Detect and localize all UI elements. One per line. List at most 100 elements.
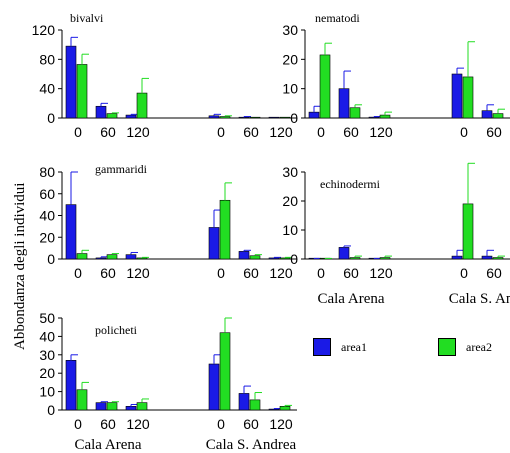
- bar-area2-0: [76, 64, 88, 119]
- bar-area1-0: [451, 255, 463, 260]
- x-tick-label: 120: [126, 124, 150, 140]
- bar-area1-0: [65, 204, 77, 260]
- x-tick-label: 120: [126, 416, 150, 432]
- x-tick-label: 0: [217, 124, 225, 140]
- legend-label-area1: area1: [341, 339, 367, 354]
- x-tick-label: 120: [369, 124, 393, 140]
- bar-area2-120: [136, 92, 148, 119]
- bar-area1-60: [481, 110, 493, 119]
- legend-label-area2: area2: [466, 339, 492, 354]
- bar-area1-60: [338, 88, 350, 119]
- y-axis-label: Abbondanza degli individui: [12, 182, 28, 350]
- bar-area1-120: [125, 114, 137, 119]
- y-tick-label: 0: [290, 251, 298, 267]
- y-tick-label: 40: [39, 81, 55, 97]
- x-tick-label: 0: [217, 416, 225, 432]
- site-label-1: Cala S. Andrea: [449, 291, 510, 307]
- y-tick-label: 10: [282, 81, 298, 97]
- bar-area1-0: [208, 363, 220, 411]
- x-tick-label: 0: [217, 265, 225, 281]
- legend-item-area1: area1: [313, 338, 367, 356]
- x-tick-label: 120: [126, 265, 150, 281]
- y-tick-label: 20: [39, 365, 55, 381]
- bar-area2-0: [219, 332, 231, 411]
- bar-area1-120: [125, 406, 137, 411]
- x-tick-label: 60: [486, 265, 502, 281]
- legend-item-area2: area2: [438, 338, 492, 356]
- bar-area2-60: [249, 399, 261, 411]
- bar-area2-120: [279, 116, 291, 119]
- panel-title-policheti: policheti: [95, 323, 138, 337]
- legend-swatch-area1: [313, 338, 331, 356]
- bar-area2-60: [106, 402, 118, 411]
- panel-title-gammaridi: gammaridi: [95, 162, 148, 176]
- y-tick-label: 30: [282, 22, 298, 38]
- x-tick-label: 0: [74, 124, 82, 140]
- bar-area2-120: [279, 257, 291, 260]
- y-tick-label: 0: [290, 110, 298, 126]
- x-tick-label: 0: [317, 124, 325, 140]
- legend-swatch-area2: [438, 338, 456, 356]
- x-tick-label: 0: [460, 265, 468, 281]
- bar-area2-120: [279, 406, 291, 411]
- bar-area1-60: [95, 257, 107, 260]
- bar-area2-120: [379, 114, 391, 119]
- bar-area1-60: [95, 105, 107, 119]
- y-tick-label: 0: [47, 402, 55, 418]
- bar-area2-60: [249, 255, 261, 260]
- bar-area1-60: [238, 393, 250, 411]
- x-tick-label: 0: [317, 265, 325, 281]
- bar-area1-120: [268, 408, 280, 411]
- x-tick-label: 120: [269, 416, 293, 432]
- bar-area1-120: [125, 254, 137, 260]
- bar-area2-60: [106, 113, 118, 119]
- bar-area1-60: [238, 251, 250, 260]
- bar-area1-60: [95, 402, 107, 411]
- bar-area2-60: [349, 257, 361, 260]
- y-tick-label: 0: [47, 251, 55, 267]
- bar-area1-120: [368, 116, 380, 119]
- bar-area1-60: [338, 247, 350, 260]
- x-tick-label: 120: [369, 265, 393, 281]
- y-tick-label: 20: [39, 229, 55, 245]
- y-tick-label: 10: [282, 222, 298, 238]
- x-tick-label: 0: [74, 416, 82, 432]
- panel-title-echinodermi: echinodermi: [320, 177, 381, 191]
- bar-area2-0: [319, 54, 331, 119]
- y-tick-label: 20: [282, 51, 298, 67]
- site-label-1: Cala S. Andrea: [206, 437, 297, 453]
- y-tick-label: 0: [47, 110, 55, 126]
- bar-area2-0: [462, 203, 474, 260]
- bar-area1-0: [65, 45, 77, 119]
- y-tick-label: 40: [39, 208, 55, 224]
- y-tick-label: 30: [282, 164, 298, 180]
- bar-area1-120: [268, 257, 280, 260]
- x-tick-label: 60: [243, 265, 259, 281]
- bar-area1-120: [268, 116, 280, 119]
- panel-title-bivalvi: bivalvi: [70, 11, 104, 25]
- y-tick-label: 60: [39, 186, 55, 202]
- bar-area1-0: [65, 360, 77, 411]
- y-tick-label: 120: [32, 22, 56, 38]
- bar-area2-60: [492, 113, 504, 119]
- bar-area2-0: [462, 76, 474, 119]
- y-tick-label: 80: [39, 51, 55, 67]
- x-tick-label: 120: [269, 265, 293, 281]
- bar-area1-0: [208, 115, 220, 119]
- y-tick-label: 20: [282, 193, 298, 209]
- x-tick-label: 60: [343, 124, 359, 140]
- bar-area2-120: [136, 257, 148, 260]
- x-tick-label: 60: [100, 265, 116, 281]
- bar-area2-0: [219, 116, 231, 119]
- bar-area2-0: [76, 253, 88, 260]
- panel-title-nematodi: nematodi: [315, 11, 360, 25]
- bar-area2-60: [349, 107, 361, 119]
- x-tick-label: 0: [460, 124, 468, 140]
- bar-area1-0: [451, 73, 463, 119]
- bar-area2-120: [379, 257, 391, 260]
- bar-area2-120: [136, 402, 148, 411]
- x-tick-label: 60: [100, 416, 116, 432]
- bar-area2-60: [492, 257, 504, 260]
- x-tick-label: 120: [269, 124, 293, 140]
